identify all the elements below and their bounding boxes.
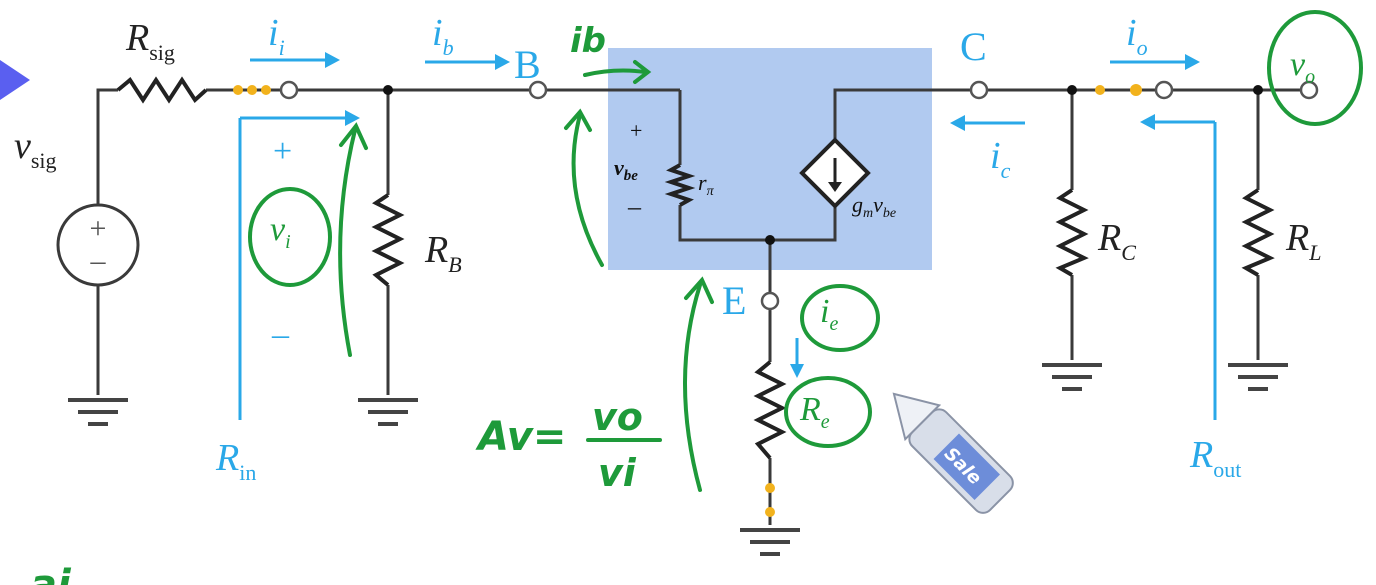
label-vi-plus: +: [273, 133, 292, 170]
label-ic: ic: [990, 135, 1011, 183]
ink-vi-label: vi: [270, 211, 291, 253]
ink-gain-lhs: Av=: [475, 414, 566, 460]
resistor-rpi: [664, 163, 696, 207]
label-vbe-plus: +: [630, 118, 642, 143]
ink-ve-arrow-head: [684, 276, 714, 304]
marker-dot: [1130, 84, 1142, 96]
label-io: io: [1126, 12, 1148, 60]
arrow-ie: [790, 338, 804, 378]
terminal-C: [969, 80, 989, 100]
ground-symbol: [68, 398, 128, 426]
resistor-Rsig: [116, 76, 208, 104]
terminal-E: [760, 291, 780, 311]
terminal-out1: [1154, 80, 1174, 100]
arrow-ic: [950, 115, 1025, 131]
label-vi-minus: –: [271, 316, 290, 353]
ink-gain-denominator: vi: [598, 451, 637, 495]
junction-dot: [1253, 85, 1263, 95]
label-vbe: vbe: [614, 155, 638, 184]
arrow-ii: [250, 52, 340, 68]
ink-Re-label: Re: [799, 391, 830, 433]
ink-ve-arrow: [683, 283, 702, 492]
label-gmvbe: gmvbe: [852, 192, 896, 221]
label-Rout: Rout: [1189, 434, 1241, 482]
marker-dot: [765, 507, 775, 517]
voltage-source-vsig: + –: [56, 203, 140, 287]
ink-bottom-scribble: ai: [30, 562, 72, 585]
ground-symbol: [1042, 363, 1102, 391]
label-Rsig: Rsig: [125, 17, 175, 65]
marker-dot: [1095, 85, 1105, 95]
ground-symbol: [358, 398, 418, 426]
arrow-ib: [425, 54, 510, 70]
svg-text:–: –: [90, 244, 107, 277]
label-node-B: B: [514, 42, 541, 87]
marker-dot: [765, 483, 775, 493]
junction-dot: [765, 235, 775, 245]
label-Rin: Rin: [215, 437, 256, 485]
marker-dot: [261, 85, 271, 95]
ink-circle-vi: [248, 187, 332, 287]
dependent-current-source: [799, 137, 871, 209]
label-rpi: rπ: [698, 170, 715, 199]
ink-circle-vo: [1267, 10, 1363, 126]
ground-symbol: [740, 528, 800, 556]
ink-circle-Re: [784, 376, 872, 448]
transistor-model-box: [608, 48, 932, 270]
resistor-RC: [1055, 188, 1089, 277]
terminal-B: [528, 80, 548, 100]
svg-text:+: +: [90, 212, 107, 245]
marker-dot: [247, 85, 257, 95]
arrow-Rout: [1140, 114, 1215, 130]
ink-vi-arrow: [338, 128, 357, 357]
arrow-io: [1110, 54, 1200, 70]
pen-cursor-icon: Sale: [892, 392, 1014, 514]
label-RC: RC: [1097, 217, 1136, 265]
ink-vi-arrow-head: [339, 122, 368, 150]
ink-gain-numerator: vo: [592, 395, 643, 439]
ink-vbe-arrow: [571, 113, 604, 267]
label-ib: ib: [432, 12, 454, 60]
terminal-out2: [1299, 80, 1319, 100]
ink-ib-label: ib: [570, 21, 606, 61]
resistor-Re: [753, 360, 787, 460]
label-node-C: C: [960, 24, 987, 69]
ground-symbol: [1228, 363, 1288, 391]
label-vbe-minus: –: [627, 192, 642, 221]
label-RL: RL: [1285, 217, 1321, 265]
ink-vbe-arrow-head: [564, 108, 592, 132]
junction-dot: [383, 85, 393, 95]
ink-ie-label: ie: [820, 293, 838, 335]
label-RB: RB: [424, 229, 462, 277]
arrow-vi: [240, 110, 360, 126]
resistor-RL: [1241, 188, 1275, 277]
label-ii: ii: [268, 12, 285, 60]
label-node-E: E: [722, 278, 746, 323]
ink-vo-label: vo: [1290, 46, 1315, 88]
label-vsig: vsig: [14, 125, 57, 173]
pointer-icon: [0, 60, 30, 100]
ink-circle-ie: [800, 284, 880, 352]
terminal-input: [279, 80, 299, 100]
resistor-RB: [371, 193, 405, 287]
junction-dot: [1067, 85, 1077, 95]
ink-ib-arrow: [583, 68, 647, 77]
marker-dot: [233, 85, 243, 95]
ink-ib-arrow-head: [633, 60, 652, 84]
